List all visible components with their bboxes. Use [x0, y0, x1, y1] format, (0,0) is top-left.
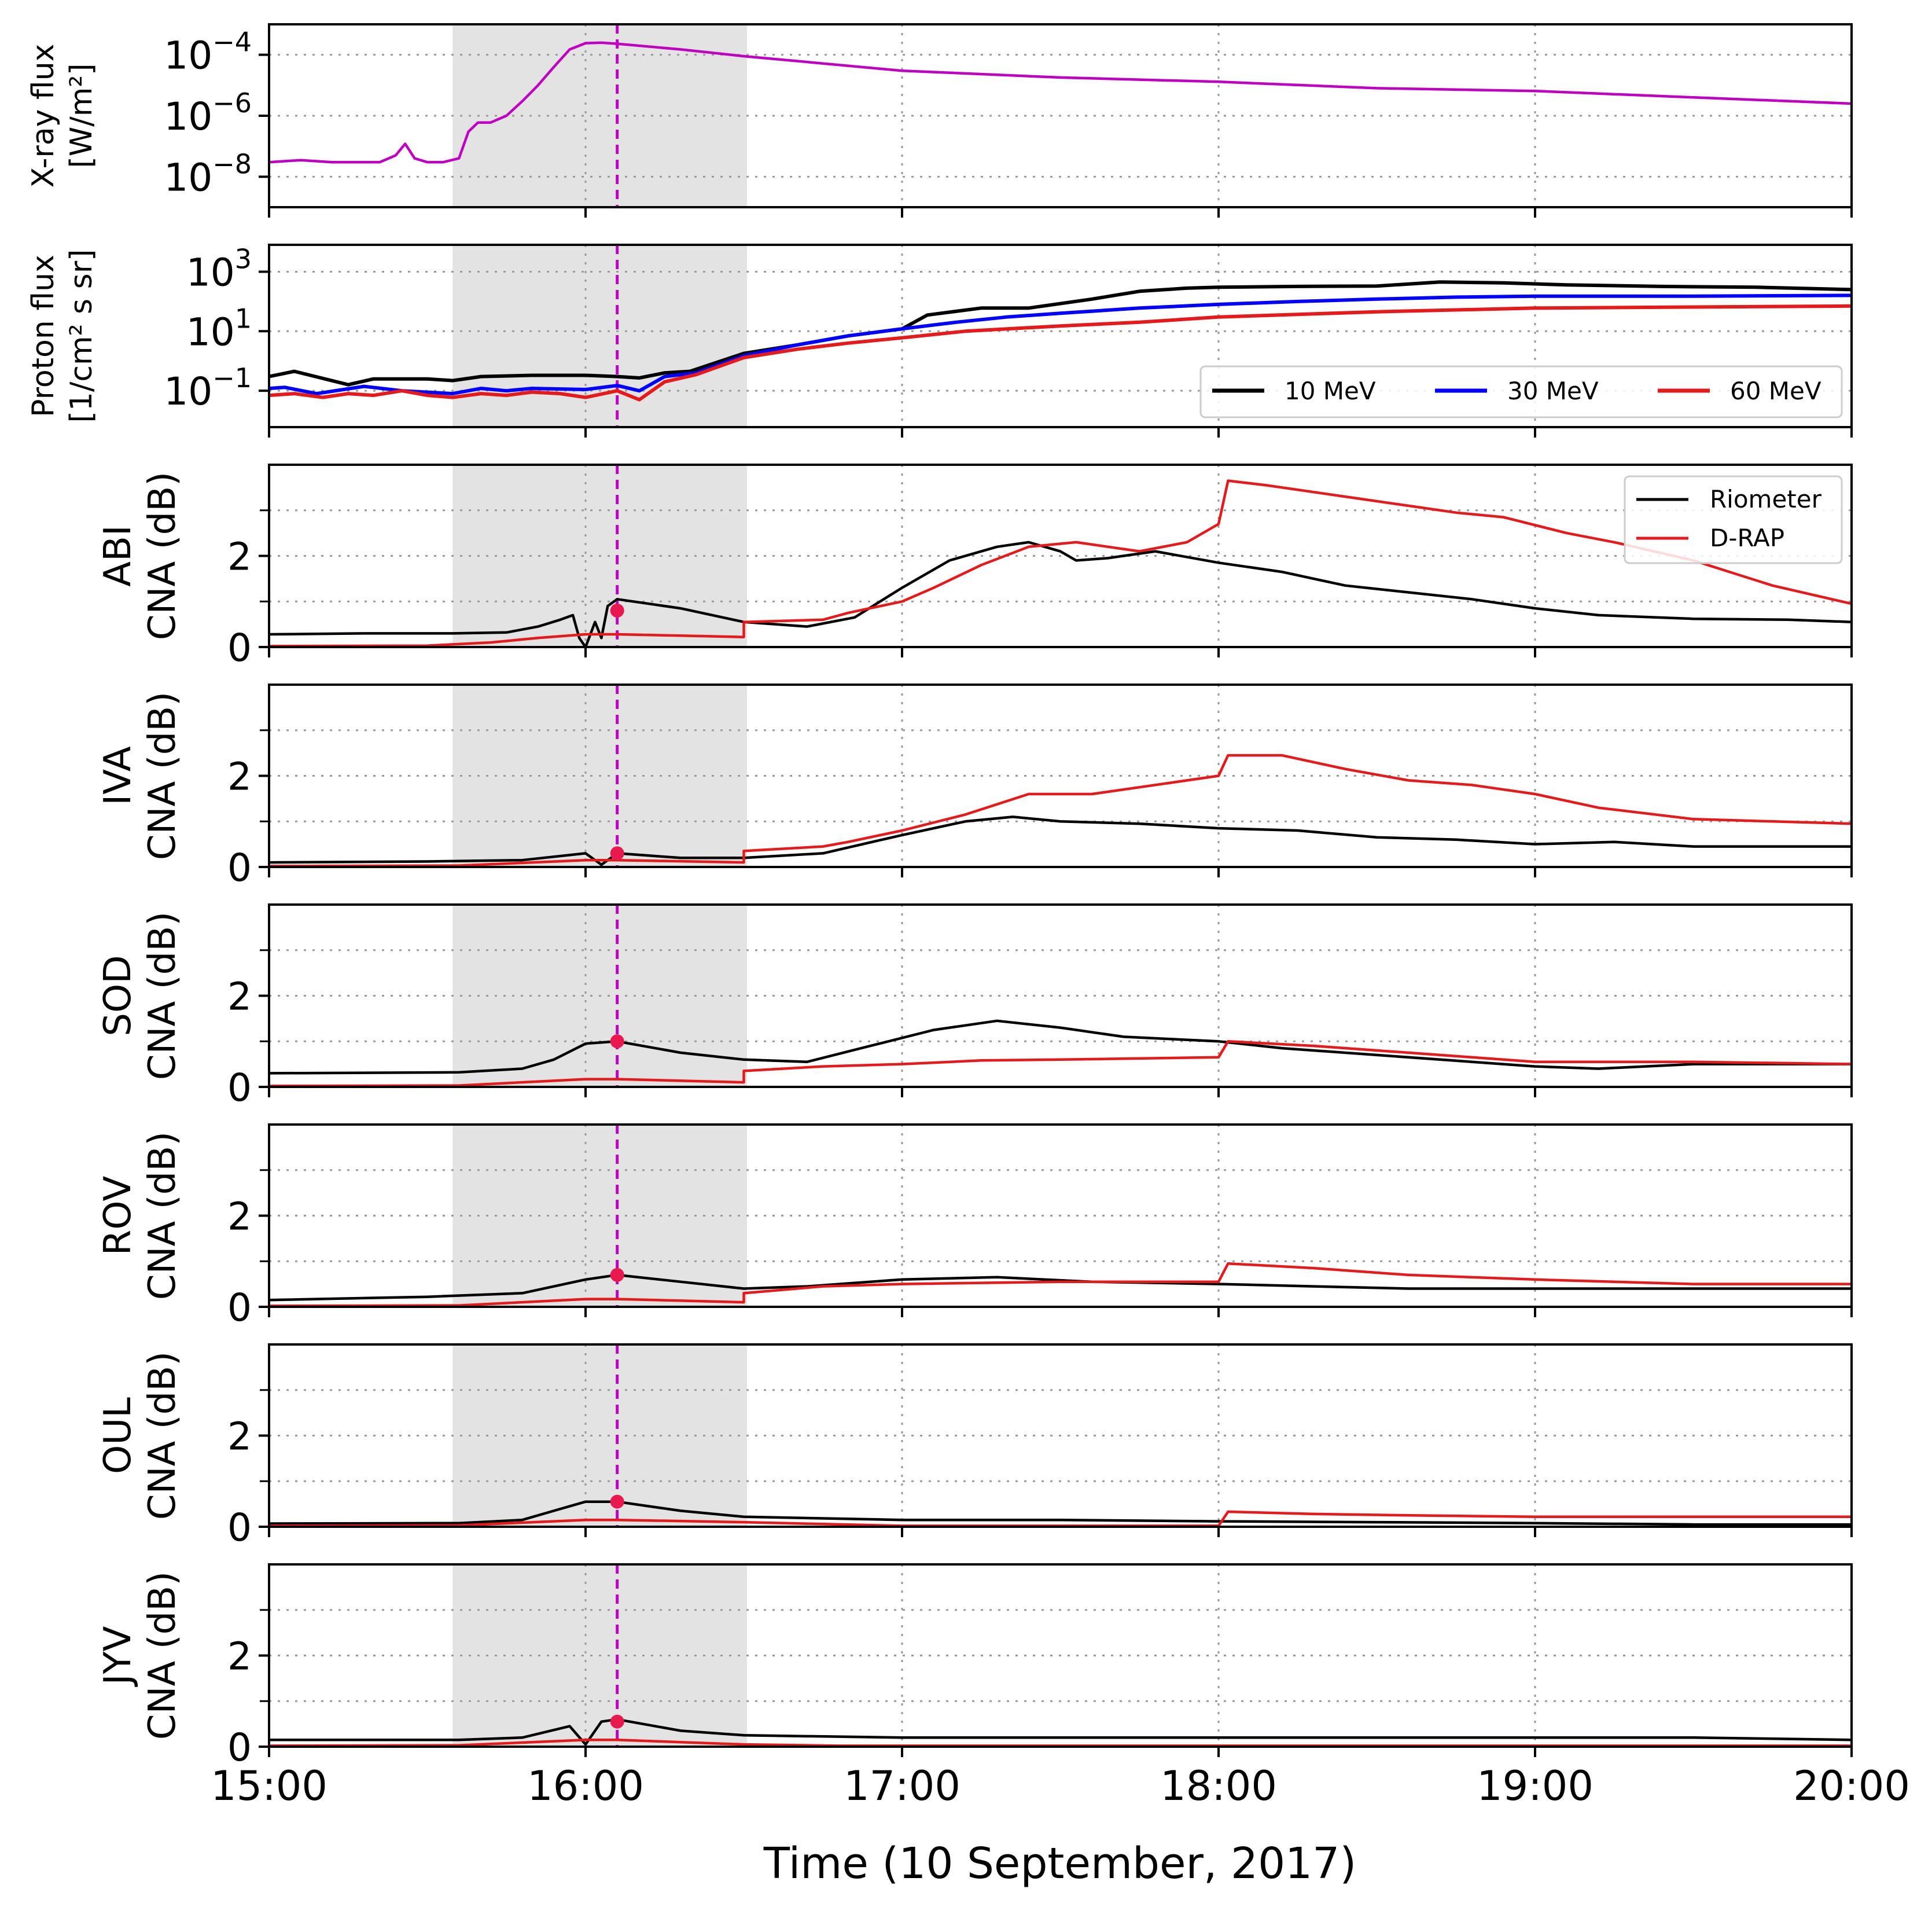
y-axis-label: IVA [97, 746, 139, 806]
y-tick-label: 2 [227, 1195, 252, 1239]
series-line-riometer [269, 1718, 1852, 1746]
series-line-drap [269, 1262, 1852, 1307]
panel-proton: 103 101 10−1 Proton flux [1/cm² s sr] 10 MeV 3… [26, 243, 1853, 438]
y-axis-label: CNA (dB) [141, 912, 184, 1080]
legend-label: 10 MeV [1285, 377, 1376, 405]
y-axis-label: JYV [97, 1626, 139, 1687]
panel-abi: 0 2 ABI CNA (dB) Riometer D-RAP [97, 464, 1853, 670]
y-axis-label: SOD [97, 955, 139, 1036]
panel-iva: 0 2 IVA CNA (dB) [97, 684, 1853, 890]
y-axis-label: [1/cm² s sr] [64, 249, 99, 423]
y-tick-label: 0 [227, 1505, 252, 1550]
y-tick-label: 2 [227, 535, 252, 579]
event-marker [610, 846, 624, 861]
y-tick-label: 0 [227, 1065, 252, 1110]
series-line-riometer [269, 815, 1852, 866]
y-axis-label: CNA (dB) [141, 1351, 184, 1520]
x-tick-label: 19:00 [1477, 1762, 1594, 1810]
y-axis-label: ABI [97, 525, 139, 587]
legend-label: Riometer [1710, 485, 1822, 513]
y-tick-label: 10−8 [164, 148, 252, 200]
y-tick-label: 0 [227, 1285, 252, 1330]
panels: 10−4 10−6 10−8 X-ray flux [W/m²] 103 101 10−1 Pr… [26, 23, 1910, 1810]
y-axis-label: OUL [97, 1397, 139, 1474]
y-axis-label: CNA (dB) [141, 1131, 184, 1300]
series-line-riometer [269, 541, 1852, 647]
panel-sod: 0 2 SOD CNA (dB) [97, 903, 1853, 1110]
series-line-p60 [269, 304, 1852, 402]
legend-label: D-RAP [1710, 524, 1784, 552]
series-line-drap [269, 754, 1852, 867]
series-group [269, 754, 1852, 867]
y-axis-label: [W/m²] [64, 63, 99, 168]
event-marker [610, 1494, 624, 1509]
y-tick-label: 101 [186, 303, 252, 354]
legend-box [1199, 365, 1843, 418]
legend-label: 30 MeV [1507, 377, 1599, 405]
y-tick-label: 2 [227, 755, 252, 799]
y-tick-label: 2 [227, 1634, 252, 1679]
x-tick-label: 20:00 [1793, 1762, 1910, 1810]
series-line-drap [269, 479, 1852, 647]
y-tick-label: 10−6 [164, 87, 252, 139]
y-axis-label: CNA (dB) [141, 1571, 184, 1740]
y-tick-label: 10−1 [164, 362, 252, 414]
y-axis-label: CNA (dB) [141, 692, 184, 860]
legend: 10 MeV 30 MeV 60 MeV [1199, 365, 1843, 418]
series-line-drap [269, 1040, 1852, 1087]
event-marker [610, 604, 624, 618]
y-tick-label: 0 [227, 846, 252, 890]
y-tick-label: 0 [227, 626, 252, 670]
panel-oul: 0 2 OUL CNA (dB) [97, 1343, 1853, 1550]
event-marker [610, 1034, 624, 1049]
y-axis-label: ROV [97, 1176, 139, 1256]
x-tick-label: 15:00 [211, 1762, 327, 1810]
y-axis-label: Proton flux [26, 255, 61, 417]
series-line-riometer [269, 1500, 1852, 1526]
series-line-xray [269, 41, 1852, 164]
x-tick-label: 18:00 [1160, 1762, 1277, 1810]
series-group [269, 479, 1852, 647]
series-group [269, 280, 1852, 402]
x-axis-label: Time (10 September, 2017) [763, 1839, 1356, 1888]
event-marker [610, 1267, 624, 1282]
y-tick-label: 103 [186, 243, 252, 295]
series-line-riometer [269, 1019, 1852, 1075]
legend: Riometer D-RAP [1624, 475, 1843, 564]
axes-frame [268, 244, 1853, 428]
y-axis-label: CNA (dB) [141, 472, 184, 640]
panel-rov: 0 2 ROV CNA (dB) [97, 1123, 1853, 1330]
y-tick-label: 2 [227, 975, 252, 1019]
event-marker [610, 1714, 624, 1729]
legend-label: 60 MeV [1730, 377, 1821, 405]
series-line-p30 [269, 293, 1852, 396]
series-group [269, 1019, 1852, 1087]
x-tick-label: 16:00 [527, 1762, 644, 1810]
series-group [269, 41, 1852, 164]
y-axis-label: X-ray flux [26, 44, 61, 188]
series-line-riometer [269, 1273, 1852, 1302]
y-tick-label: 2 [227, 1414, 252, 1459]
y-tick-label: 0 [227, 1725, 252, 1770]
x-tick-label: 17:00 [844, 1762, 961, 1810]
series-group [269, 1262, 1852, 1307]
panel-xray: 10−4 10−6 10−8 X-ray flux [W/m²] [26, 23, 1853, 218]
y-tick-label: 10−4 [164, 27, 252, 78]
panel-jyv: 0 2 JYV CNA (dB) [97, 1563, 1853, 1770]
